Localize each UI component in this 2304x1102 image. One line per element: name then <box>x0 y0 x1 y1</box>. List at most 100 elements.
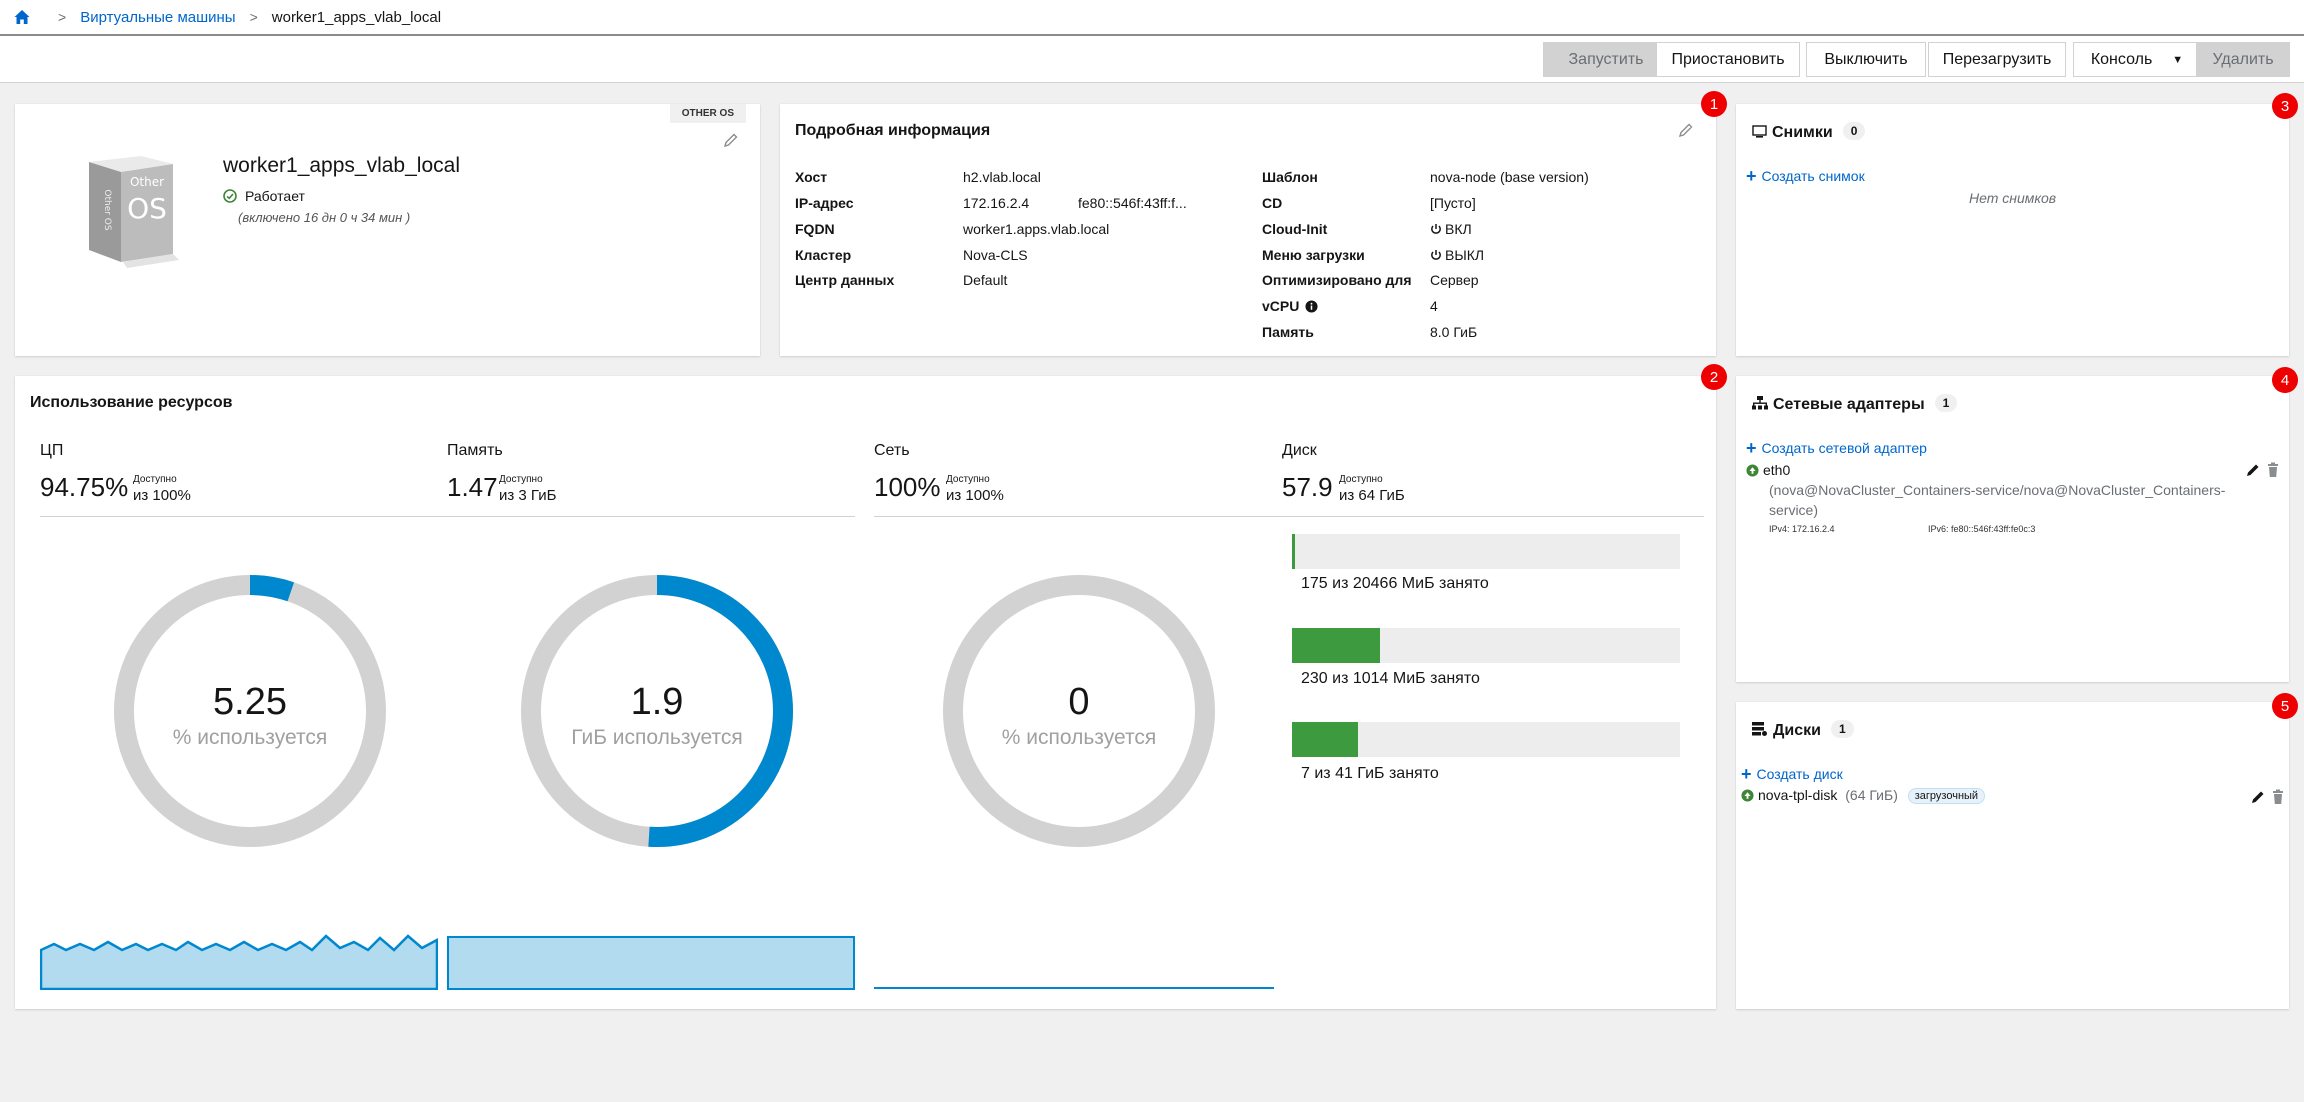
snapshots-header: Снимки 0 <box>1752 122 1866 142</box>
breadcrumb-separator: > <box>58 9 67 25</box>
create-disk-link[interactable]: + Создать диск <box>1741 764 1843 785</box>
disk-name: nova-tpl-disk <box>1758 787 1838 803</box>
snapshots-title: Снимки <box>1772 124 1833 141</box>
details-title: Подробная информация <box>795 122 991 139</box>
delete-button[interactable]: Удалить <box>2196 42 2290 77</box>
os-box-big-text: OS <box>127 192 167 225</box>
snapshots-count-badge: 0 <box>1842 122 1866 140</box>
divider <box>874 516 1284 517</box>
host-value: h2.vlab.local <box>963 169 1041 185</box>
create-snapshot-label: Создать снимок <box>1761 168 1865 184</box>
memory-available-label: Доступно <box>499 474 543 485</box>
disk-size: (64 ГиБ) <box>1845 787 1898 803</box>
vcpu-value: 4 <box>1430 298 1438 314</box>
console-dropdown[interactable]: Консоль ▼ <box>2073 42 2201 77</box>
disk-bar-2-fill <box>1292 628 1381 663</box>
edit-nic-icon[interactable] <box>2245 462 2261 478</box>
cd-key: CD <box>1262 195 1283 211</box>
nic-profile-line1: (nova@NovaCluster_Containers-service/nov… <box>1769 482 2226 498</box>
action-toolbar: Запустить Приостановить Выключить Переза… <box>0 36 2304 83</box>
snapshots-card: Снимки 0 + Создать снимок Нет снимков <box>1736 104 2289 356</box>
breadcrumb-separator: > <box>249 9 258 25</box>
home-icon[interactable] <box>14 9 30 25</box>
nic-eth0[interactable]: eth0 <box>1746 462 1790 478</box>
host-key: Хост <box>795 169 828 185</box>
cpu-available-label: Доступно <box>133 474 177 485</box>
memory-value: 8.0 ГиБ <box>1430 324 1478 340</box>
nics-title: Сетевые адаптеры <box>1773 396 1925 413</box>
optimized-for-key: Оптимизировано для <box>1262 272 1412 288</box>
section-badge-5: 5 <box>2272 693 2298 719</box>
create-snapshot-link[interactable]: + Создать снимок <box>1746 166 1865 187</box>
cpu-label: ЦП <box>40 442 64 459</box>
reboot-button[interactable]: Перезагрузить <box>1928 42 2066 77</box>
nics-count-badge: 1 <box>1934 394 1958 412</box>
delete-nic-icon[interactable] <box>2265 462 2281 478</box>
divider <box>1282 516 1704 517</box>
plus-icon: + <box>1746 166 1757 186</box>
caret-down-icon: ▼ <box>2172 53 2184 66</box>
network-of-total: из 100% <box>946 487 1004 504</box>
create-nic-link[interactable]: + Создать сетевой адаптер <box>1746 438 1927 459</box>
disk-up-icon <box>1741 789 1754 802</box>
disk-bar-1-text: 175 из 20466 МиБ занято <box>1301 575 1489 592</box>
disk-icon <box>1752 722 1767 736</box>
vm-status: Работает <box>223 188 305 204</box>
os-box-small-text: Other <box>130 175 164 189</box>
template-value: nova-node (base version) <box>1430 169 1589 185</box>
bootable-tag: загрузочный <box>1907 788 1986 804</box>
network-available-label: Доступно <box>946 474 990 485</box>
network-donut-chart: 0 % используется <box>943 575 1215 847</box>
memory-used-value: 1.9 <box>631 681 684 723</box>
memory-label: Память <box>447 442 503 459</box>
plus-icon: + <box>1746 438 1757 458</box>
memory-usage-arc <box>521 575 793 847</box>
datacenter-value: Default <box>963 272 1008 288</box>
power-icon <box>1431 224 1441 234</box>
vm-name: worker1_apps_vlab_local <box>223 154 460 177</box>
ip-value: 172.16.2.4 <box>963 195 1030 211</box>
template-key: Шаблон <box>1262 169 1318 185</box>
console-label: Консоль <box>2090 50 2153 68</box>
shutdown-button[interactable]: Выключить <box>1806 42 1926 77</box>
network-icon <box>1752 396 1768 410</box>
svg-text:Other OS: Other OS <box>102 189 112 230</box>
ipv6-value: fe80::546f:43ff:f... <box>1078 195 1187 211</box>
edit-vm-icon[interactable] <box>723 132 739 148</box>
nics-header: Сетевые адаптеры 1 <box>1752 394 1958 414</box>
start-button[interactable]: Запустить <box>1543 42 1669 77</box>
edit-disk-icon[interactable] <box>2250 789 2266 805</box>
suspend-button[interactable]: Приостановить <box>1656 42 1800 77</box>
cluster-value: Nova-CLS <box>963 247 1028 263</box>
resources-title: Использование ресурсов <box>30 394 233 411</box>
breadcrumb-vms-link[interactable]: Виртуальные машины <box>80 8 236 26</box>
vm-status-text: Работает <box>245 188 305 204</box>
vcpu-key: vCPU <box>1262 298 1318 314</box>
section-badge-4: 4 <box>2272 367 2298 393</box>
disk-bar-1 <box>1292 534 1680 569</box>
create-nic-label: Создать сетевой адаптер <box>1761 440 1927 456</box>
boot-menu-key: Меню загрузки <box>1262 247 1365 263</box>
disks-count-badge: 1 <box>1830 720 1854 738</box>
info-icon[interactable] <box>1305 300 1318 313</box>
disk-label: Диск <box>1282 442 1317 459</box>
boot-menu-text: ВЫКЛ <box>1445 247 1485 263</box>
section-badge-1: 1 <box>1701 91 1727 117</box>
os-box-icon: Other OS Other OS <box>89 156 179 268</box>
ip-key: IP-адрес <box>795 195 854 211</box>
vm-uptime: (включено 16 дн 0 ч 34 мин ) <box>238 210 411 225</box>
network-used-label: % используется <box>1002 726 1156 749</box>
disk-item[interactable]: nova-tpl-disk (64 ГиБ) загрузочный <box>1741 787 1986 804</box>
network-label: Сеть <box>874 442 910 459</box>
vm-summary-card: OTHER OS Other OS Other OS worker1_apps_… <box>15 104 760 356</box>
plus-icon: + <box>1741 764 1752 784</box>
network-sparkline <box>874 987 1274 989</box>
running-status-icon <box>223 189 237 203</box>
disk-bar-1-fill <box>1292 534 1296 569</box>
cpu-usage-arc <box>114 575 386 847</box>
disks-header: Диски 1 <box>1752 720 1854 740</box>
cloud-init-text: ВКЛ <box>1445 221 1472 237</box>
edit-details-icon[interactable] <box>1678 122 1694 138</box>
cloud-init-value: ВКЛ <box>1430 221 1472 237</box>
delete-disk-icon[interactable] <box>2270 789 2286 805</box>
